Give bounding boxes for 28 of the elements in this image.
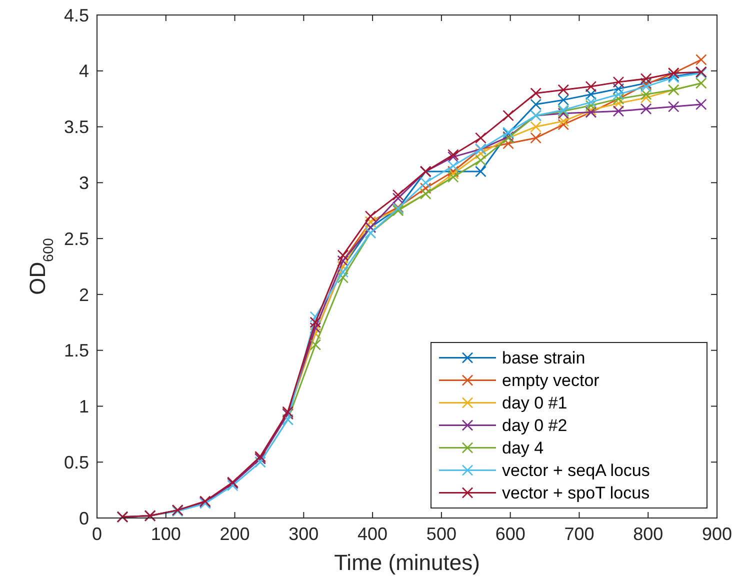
- x-tick-label: 200: [220, 524, 250, 544]
- x-tick-label: 600: [495, 524, 526, 544]
- legend-label: day 0 #2: [502, 416, 568, 436]
- x-tick-label: 400: [358, 524, 388, 544]
- x-tick-label: 900: [702, 524, 732, 544]
- y-tick-label: 0: [78, 508, 89, 528]
- x-tick-label: 700: [564, 524, 594, 544]
- y-tick-label: 0.5: [64, 452, 89, 472]
- x-tick-label: 500: [426, 524, 456, 544]
- y-tick-label: 1: [78, 396, 89, 417]
- legend-label: base strain: [502, 348, 586, 368]
- legend-label: empty vector: [502, 371, 600, 390]
- x-tick-label: 800: [633, 524, 664, 544]
- y-tick-label: 3.5: [64, 117, 89, 138]
- legend-label: vector + spoT locus: [502, 484, 650, 503]
- y-tick-label: 1.5: [64, 340, 89, 361]
- x-tick-label: 100: [150, 524, 181, 544]
- x-tick-label: 300: [288, 524, 319, 544]
- x-tick-label: 0: [92, 524, 102, 544]
- y-tick-label: 4: [78, 61, 89, 82]
- legend-label: vector + seqA locus: [502, 461, 650, 480]
- y-tick-label: 2: [78, 284, 89, 305]
- legend-label: day 4: [502, 438, 544, 458]
- x-axis-title: Time (minutes): [334, 550, 480, 575]
- y-tick-label: 2.5: [64, 228, 89, 249]
- y-tick-label: 3: [78, 172, 89, 193]
- y-tick-label: 4.5: [64, 5, 89, 26]
- legend-label: day 0 #1: [502, 394, 568, 413]
